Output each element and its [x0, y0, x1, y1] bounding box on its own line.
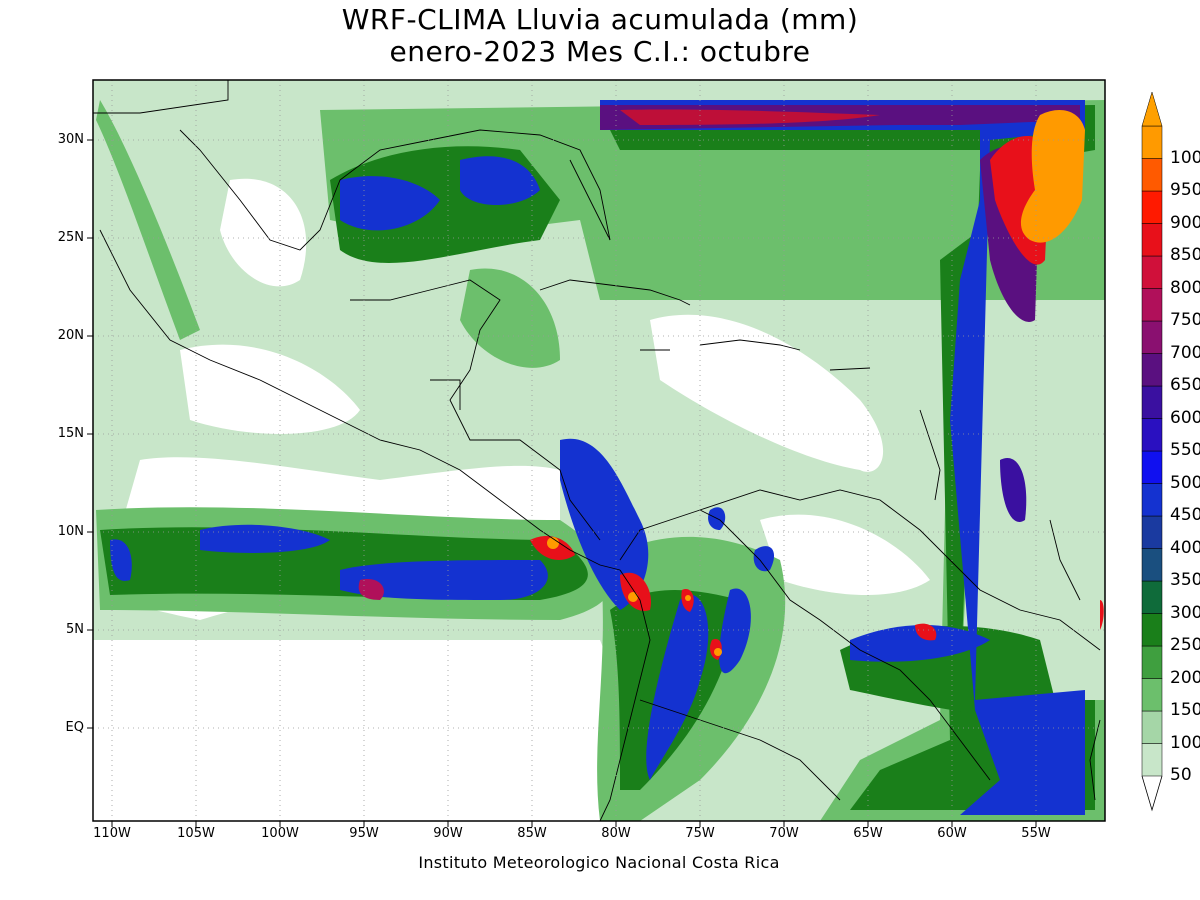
graticule — [93, 80, 1105, 821]
coastlines — [93, 80, 1101, 821]
colorbar-label: 350 — [1170, 570, 1200, 590]
colorbar-label: 550 — [1170, 440, 1200, 460]
colorbar-label: 450 — [1170, 505, 1200, 525]
colorbar-segment — [1141, 190, 1163, 224]
colorbar-underflow-arrow — [1141, 775, 1163, 812]
colorbar-segment — [1141, 548, 1163, 582]
colorbar-overflow-arrow — [1141, 91, 1163, 127]
colorbar-label: 500 — [1170, 472, 1200, 493]
colorbar-segment — [1141, 613, 1163, 647]
lon-label-65w: 65W — [853, 826, 883, 841]
colorbar-segment — [1141, 158, 1163, 192]
lon-label-110w: 110W — [93, 826, 131, 841]
lat-label-15n: 15N — [57, 426, 84, 441]
colorbar-segment — [1141, 418, 1163, 452]
colorbar-segment — [1141, 320, 1163, 354]
colorbar-label: 650 — [1170, 375, 1200, 395]
colorbar-label: 200 — [1170, 667, 1200, 688]
map-title: WRF-CLIMA Lluvia acumulada (mm) — [341, 3, 859, 36]
lat-label-30n: 30N — [57, 132, 84, 147]
lon-label-85w: 85W — [517, 826, 547, 841]
colorbar-label: 300 — [1170, 602, 1200, 623]
lon-label-55w: 55W — [1021, 826, 1051, 841]
lon-label-60w: 60W — [937, 826, 967, 841]
colorbar-segment — [1141, 483, 1163, 517]
colorbar-segment — [1141, 385, 1163, 419]
lon-label-90w: 90W — [433, 826, 463, 841]
colorbar-segment — [1141, 580, 1163, 614]
lon-label-70w: 70W — [769, 826, 799, 841]
colorbar-label: 100 — [1170, 732, 1200, 753]
colorbar-label: 800 — [1170, 277, 1200, 298]
colorbar-label: 400 — [1170, 537, 1200, 558]
colorbar-label: 1000 — [1170, 147, 1200, 168]
colorbar-segment — [1141, 125, 1163, 159]
map-frame — [92, 79, 1106, 822]
colorbar-segment — [1141, 353, 1163, 387]
colorbar-segment — [1141, 710, 1163, 744]
colorbar-label: 700 — [1170, 342, 1200, 363]
colorbar-label: 850 — [1170, 245, 1200, 265]
colorbar-segment — [1141, 450, 1163, 484]
colorbar-label: 250 — [1170, 635, 1200, 655]
map-subtitle: enero-2023 Mes C.I.: octubre — [389, 35, 811, 68]
axis-ticks — [87, 139, 1037, 827]
colorbar — [1141, 91, 1163, 812]
lat-label-10n: 10N — [57, 524, 84, 539]
lon-label-100w: 100W — [261, 826, 299, 841]
colorbar-segment — [1141, 255, 1163, 289]
colorbar-segment — [1141, 515, 1163, 549]
lat-label-5n: 5N — [66, 622, 84, 637]
colorbar-segment — [1141, 645, 1163, 679]
colorbar-segment — [1141, 223, 1163, 257]
institution-credit: Instituto Meteorologico Nacional Costa R… — [418, 853, 780, 872]
colorbar-label: 600 — [1170, 407, 1200, 428]
colorbar-segment — [1141, 288, 1163, 322]
colorbar-segment — [1141, 678, 1163, 712]
lon-label-80w: 80W — [601, 826, 631, 841]
precipitation-field — [93, 80, 1105, 821]
colorbar-label: 50 — [1170, 765, 1192, 785]
lat-label-25n: 25N — [57, 230, 84, 245]
colorbar-label: 750 — [1170, 310, 1200, 330]
colorbar-label: 150 — [1170, 700, 1200, 720]
lon-label-75w: 75W — [685, 826, 715, 841]
lat-label-eq: EQ — [65, 720, 84, 735]
colorbar-label: 900 — [1170, 212, 1200, 233]
lon-label-105w: 105W — [177, 826, 215, 841]
lat-label-20n: 20N — [57, 328, 84, 343]
colorbar-segment — [1141, 743, 1163, 777]
colorbar-label: 950 — [1170, 180, 1200, 200]
lon-label-95w: 95W — [349, 826, 379, 841]
